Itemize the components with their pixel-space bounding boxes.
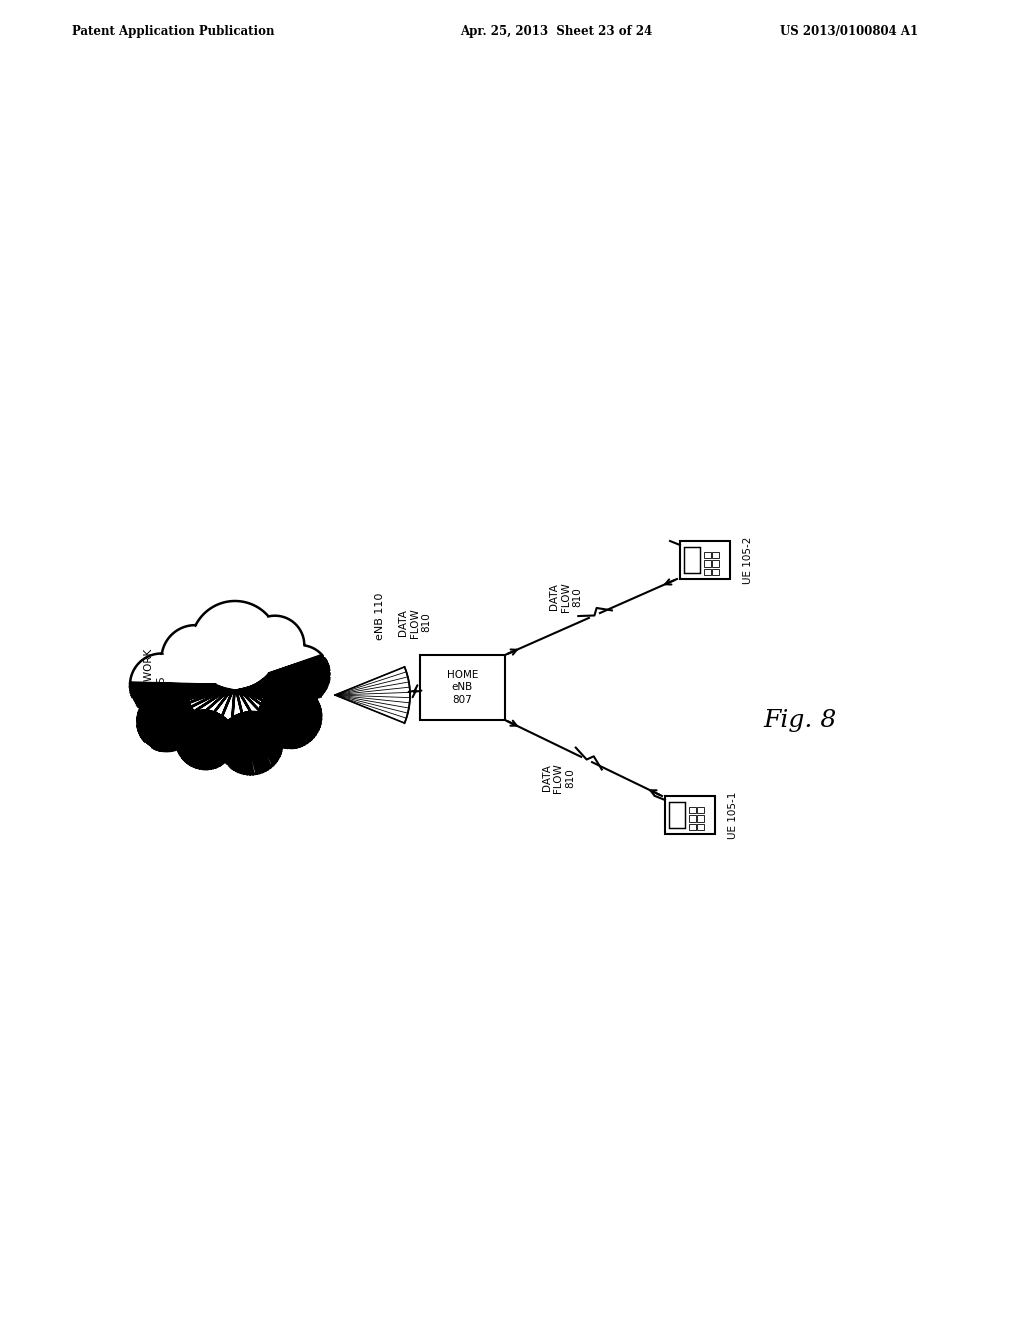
Bar xyxy=(689,816,695,821)
Text: LTE NETWORK
805: LTE NETWORK 805 xyxy=(144,648,166,722)
Text: eNB 110: eNB 110 xyxy=(375,593,385,640)
Text: Apr. 25, 2013  Sheet 23 of 24: Apr. 25, 2013 Sheet 23 of 24 xyxy=(460,25,652,38)
Text: US 2013/0100804 A1: US 2013/0100804 A1 xyxy=(780,25,919,38)
Bar xyxy=(697,807,703,813)
Bar xyxy=(713,560,719,566)
Bar xyxy=(665,796,715,834)
Bar xyxy=(420,655,505,719)
Text: DATA
FLOW
810: DATA FLOW 810 xyxy=(550,582,583,612)
Bar xyxy=(680,541,730,579)
Text: UE 105-1: UE 105-1 xyxy=(728,791,738,838)
Text: DATA
FLOW
810: DATA FLOW 810 xyxy=(398,607,431,638)
Polygon shape xyxy=(130,601,330,775)
Text: DATA
FLOW
810: DATA FLOW 810 xyxy=(542,763,575,793)
Bar xyxy=(684,546,700,573)
Text: Fig. 8: Fig. 8 xyxy=(763,709,837,731)
Text: HOME
eNB
807: HOME eNB 807 xyxy=(446,671,478,705)
Bar xyxy=(705,552,711,558)
Bar xyxy=(669,803,685,828)
Bar xyxy=(689,807,695,813)
Text: Patent Application Publication: Patent Application Publication xyxy=(72,25,274,38)
Bar xyxy=(697,824,703,830)
Bar xyxy=(713,569,719,576)
Polygon shape xyxy=(335,667,410,723)
Text: UE 105-2: UE 105-2 xyxy=(743,536,753,583)
Bar xyxy=(697,816,703,821)
Bar xyxy=(689,824,695,830)
Bar xyxy=(713,552,719,558)
Bar xyxy=(705,560,711,566)
Bar xyxy=(705,569,711,576)
